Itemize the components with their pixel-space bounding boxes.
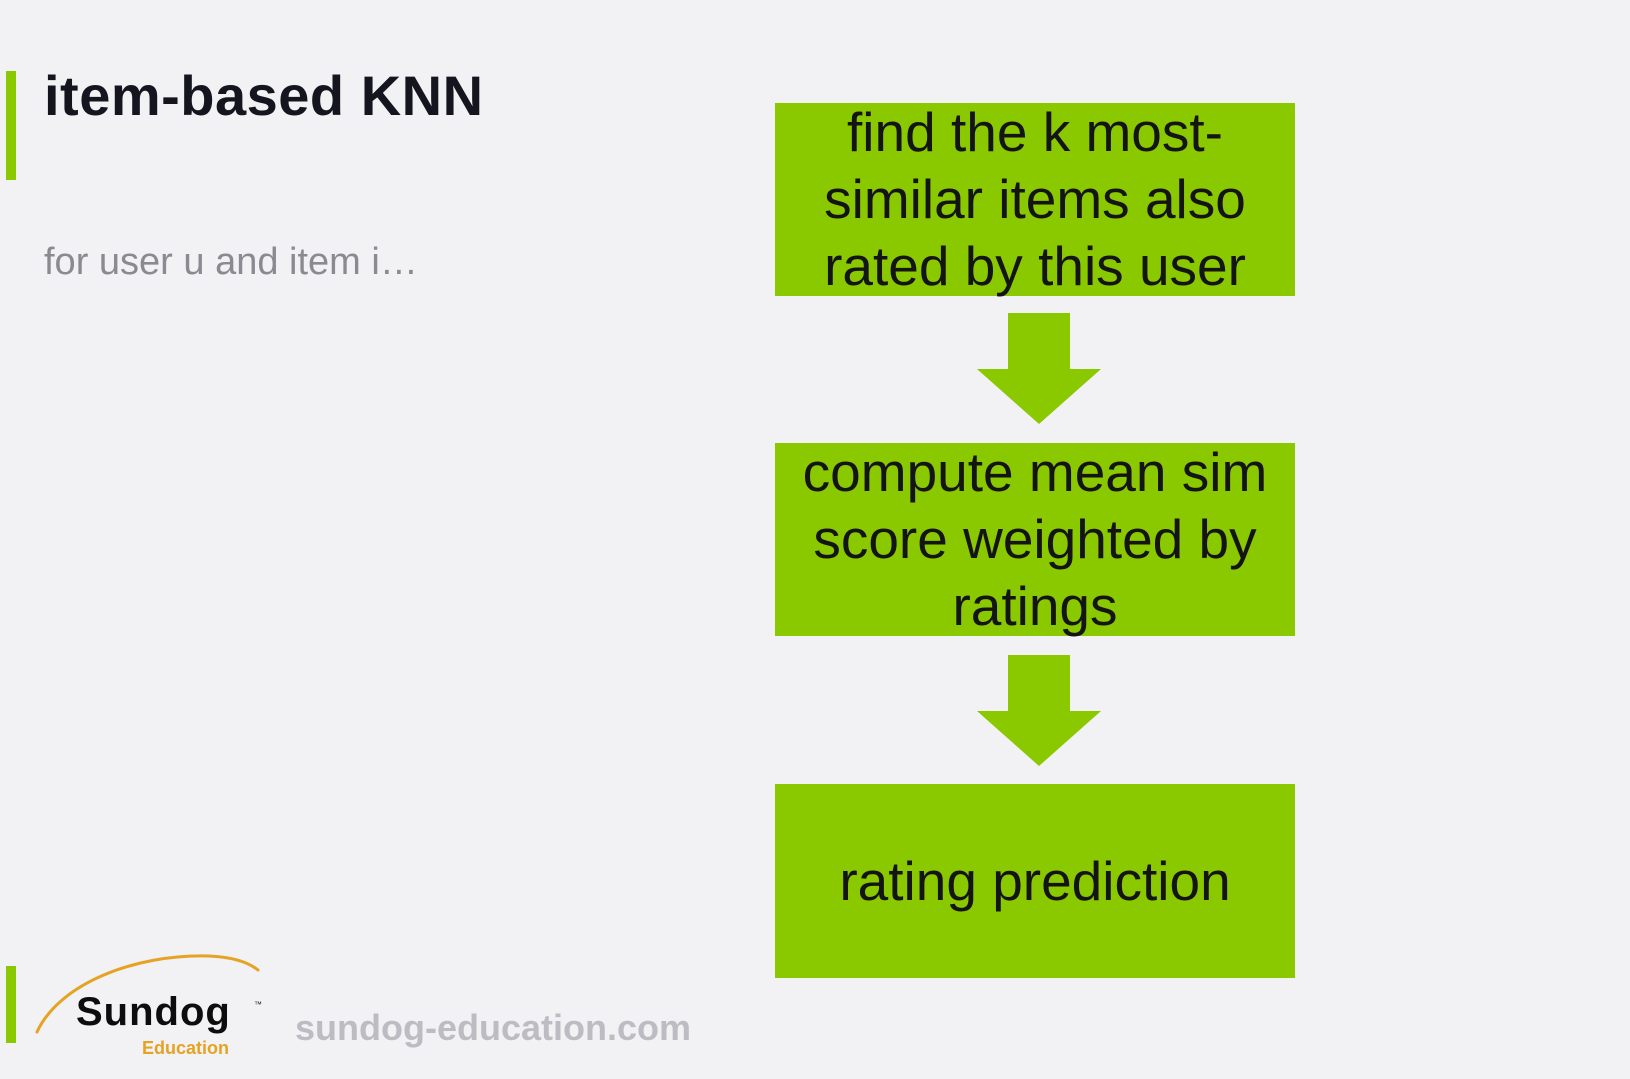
sundog-logo: Sundog ™ Education: [34, 946, 266, 1066]
flow-step-compute-mean-score: compute mean sim score weighted by ratin…: [775, 441, 1295, 637]
step-3-line-1: rating prediction: [839, 849, 1231, 912]
footer-url: sundog-education.com: [295, 1007, 691, 1048]
slide-title: item-based KNN: [44, 64, 484, 127]
step-1-line-1: find the k most-: [847, 101, 1223, 163]
down-arrow-icon: [977, 655, 1101, 766]
logo-name: Sundog: [76, 990, 231, 1034]
footer-accent-bar: [6, 966, 16, 1043]
logo-trademark: ™: [254, 1000, 262, 1009]
step-2-line-1: compute mean sim: [802, 441, 1268, 503]
flow-step-rating-prediction: rating prediction: [775, 784, 1295, 978]
title-accent-bar: [6, 71, 16, 180]
step-1-line-2: similar items also: [824, 168, 1246, 230]
step-2-line-3: ratings: [952, 575, 1118, 637]
step-1-line-3: rated by this user: [824, 235, 1246, 297]
flow-step-find-similar-items: find the k most- similar items also rate…: [775, 101, 1295, 297]
logo-subtitle: Education: [142, 1038, 230, 1058]
step-2-line-2: score weighted by: [813, 508, 1257, 570]
logo-arc-icon: [35, 954, 260, 1034]
down-arrow-icon: [977, 313, 1101, 424]
slide-subtitle: for user u and item i…: [44, 241, 418, 283]
